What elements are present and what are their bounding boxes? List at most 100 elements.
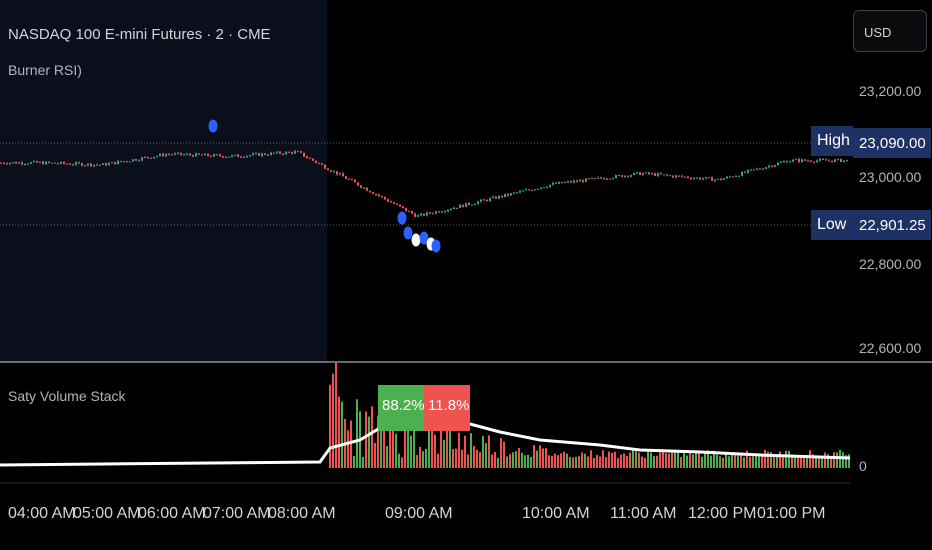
volume-bar [830, 457, 832, 468]
candle-body [642, 173, 644, 175]
volume-bar [533, 445, 535, 468]
candle-body [567, 181, 569, 183]
volume-bar [464, 435, 466, 468]
candle-body [60, 161, 62, 164]
volume-bar [461, 449, 463, 468]
volume-bar [647, 451, 649, 468]
volume-indicator-title[interactable]: Saty Volume Stack [8, 388, 126, 404]
candle-body [663, 174, 665, 176]
currency-button[interactable]: USD [853, 10, 927, 52]
candle-body [228, 156, 230, 158]
candle-body [411, 211, 413, 214]
candle-body [99, 164, 101, 166]
candle-body [54, 162, 56, 164]
volume-bar [467, 454, 469, 468]
candle-body [264, 153, 266, 155]
candle-body [42, 161, 44, 165]
volume-bar [476, 449, 478, 468]
volume-bar [833, 452, 835, 468]
candle-body [702, 178, 704, 180]
candle-body [444, 211, 446, 213]
candle-body [705, 177, 707, 179]
candle-body [402, 206, 404, 208]
candle-body [555, 182, 557, 184]
candle-body [540, 187, 542, 189]
candles-layer [0, 150, 848, 218]
time-tick-0800: 08:00 AM [268, 505, 336, 522]
candle-body [288, 151, 290, 153]
candle-body [684, 176, 686, 178]
candle-body [630, 175, 632, 177]
volume-bar [722, 457, 724, 468]
time-tick-1000: 10:00 AM [522, 505, 590, 522]
volume-bar [335, 362, 337, 468]
candle-body [594, 177, 596, 179]
volume-bar [371, 406, 373, 468]
volume-bar [380, 404, 382, 468]
volume-bar [665, 453, 667, 468]
candle-body [723, 178, 725, 180]
candle-body [366, 187, 368, 191]
volume-bar [782, 457, 784, 468]
candle-body [249, 155, 251, 157]
volume-bar [497, 457, 499, 468]
candle-body [405, 207, 407, 212]
volume-bar [845, 455, 847, 468]
volume-bar [752, 456, 754, 468]
volume-bar [398, 453, 400, 468]
candle-body [273, 152, 275, 154]
time-tick-0700: 07:00 AM [203, 505, 271, 522]
volume-bar [626, 455, 628, 468]
candle-body [294, 151, 296, 154]
time-tick-0100: 01:00 PM [757, 505, 826, 522]
candle-body [216, 154, 218, 156]
candle-body [609, 178, 611, 180]
candle-body [585, 178, 587, 182]
rsi-signal-dot [411, 233, 421, 247]
candle-body [777, 162, 779, 166]
indicator-label[interactable]: Burner RSI) [8, 62, 82, 78]
candle-body [177, 152, 179, 154]
candle-body [18, 162, 20, 164]
volume-bar [746, 450, 748, 468]
candle-body [633, 172, 635, 176]
high-tag-label: High [811, 126, 853, 156]
volume-bar [425, 448, 427, 468]
volume-bar [764, 449, 766, 468]
candle-body [576, 180, 578, 182]
candle-body [804, 159, 806, 161]
candle-body [426, 212, 428, 216]
candle-body [450, 209, 452, 211]
volume-bar [503, 441, 505, 468]
volume-bar [698, 451, 700, 468]
candle-body [672, 175, 674, 178]
volume-bar [407, 418, 409, 468]
volume-bar [812, 454, 814, 468]
candle-body [69, 163, 71, 165]
candle-body [753, 169, 755, 171]
candle-body [33, 161, 35, 163]
candle-body [255, 153, 257, 155]
volume-bar [638, 452, 640, 468]
volume-bar [749, 456, 751, 468]
volume-bar [704, 453, 706, 468]
volume-bar [710, 455, 712, 468]
volume-bar [677, 452, 679, 468]
candle-body [726, 176, 728, 179]
volume-bar [554, 453, 556, 468]
candle-body [696, 177, 698, 179]
symbol-title[interactable]: NASDAQ 100 E-mini Futures · 2 · CME [8, 26, 271, 43]
volume-bar [755, 456, 757, 468]
candle-body [447, 209, 449, 212]
volume-bar [827, 454, 829, 468]
candle-body [441, 211, 443, 213]
candle-body [756, 168, 758, 170]
candle-body [282, 153, 284, 155]
candle-body [435, 211, 437, 214]
volume-bar [404, 417, 406, 468]
candle-body [423, 213, 425, 216]
candle-body [489, 198, 491, 201]
volume-bar [809, 450, 811, 468]
candle-body [600, 177, 602, 179]
